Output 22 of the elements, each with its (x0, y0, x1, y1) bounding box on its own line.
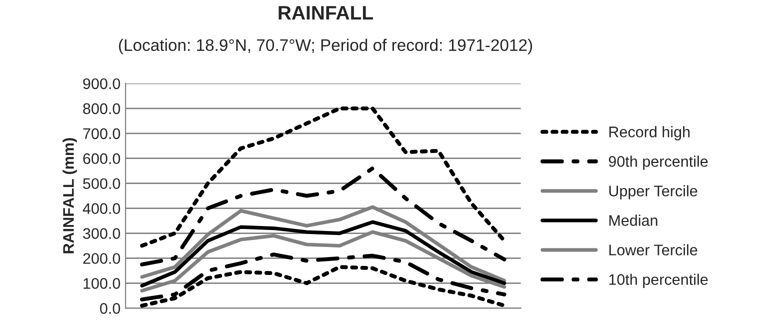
y-tick-label: 0.0 (100, 303, 120, 314)
legend-label: 10th percentile (609, 274, 708, 288)
legend-label: 90th percentile (608, 156, 708, 170)
legend-label: Record high (609, 126, 690, 140)
y-axis-title: RAINFALL (mm) (62, 138, 77, 254)
y-tick-label: 900.0 (83, 78, 120, 90)
y-tick-label: 100.0 (84, 278, 120, 289)
y-tick-label: 400.0 (82, 203, 120, 214)
chart-subtitle: (Location: 18.9°N, 70.7°W; Period of record: 1971-2012) (118, 38, 532, 54)
y-tick-label: 700.0 (83, 128, 120, 140)
y-tick-label: 600.0 (83, 153, 120, 164)
y-tick-label: 500.0 (83, 178, 120, 190)
y-tick-label: 800.0 (83, 103, 120, 114)
line-series (140, 166, 506, 266)
y-tick-label: 300.0 (83, 228, 120, 239)
chart-title: RAINFALL (278, 6, 373, 20)
legend-label: Lower Tercile (609, 244, 698, 256)
line-series (140, 220, 506, 288)
y-tick-label: 200.0 (83, 253, 120, 264)
legend-label: Median (609, 214, 658, 226)
legend-label: Upper Tercile (609, 185, 698, 200)
line-series (140, 106, 506, 248)
